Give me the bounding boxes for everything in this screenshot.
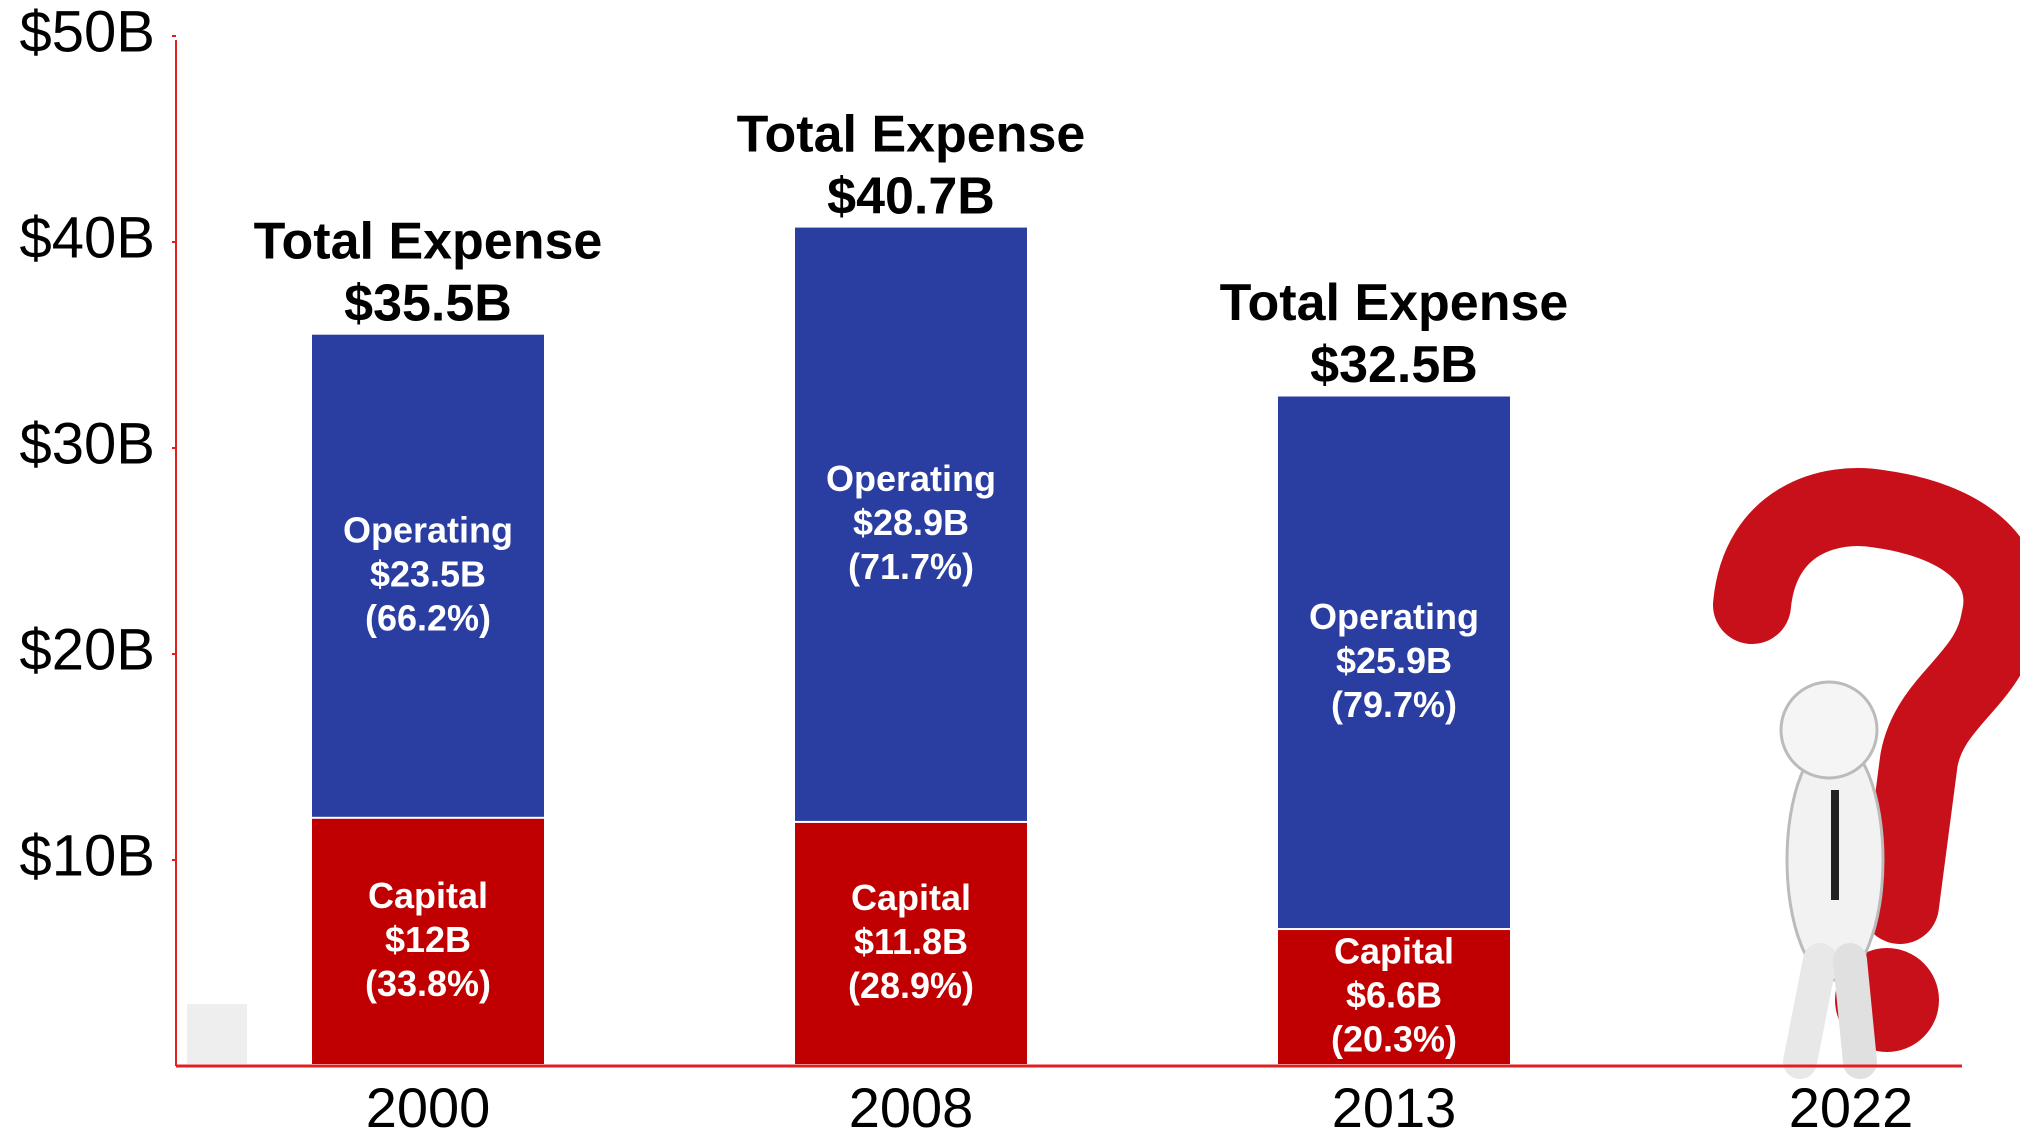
- data-label: $12B: [385, 919, 471, 960]
- segment-name: Operating: [826, 458, 996, 499]
- figure-head: [1779, 680, 1879, 780]
- y-tick-label: $30B: [20, 411, 155, 476]
- data-label: $6.6B: [1346, 975, 1442, 1016]
- data-label: $28.9B: [853, 502, 969, 543]
- segment-name: Operating: [343, 509, 513, 550]
- question-figure: [1713, 468, 2020, 1079]
- segment-name: Capital: [368, 875, 488, 916]
- total-label: $40.7B: [827, 167, 995, 225]
- data-label: $25.9B: [1336, 640, 1452, 681]
- bar-segment: [1278, 930, 1510, 1064]
- percent-label: (79.7%): [1331, 684, 1457, 725]
- data-label: $23.5B: [370, 553, 486, 594]
- bar-segment: [312, 334, 544, 817]
- x-tick-label: 2000: [366, 1076, 491, 1139]
- figure-leg: [1833, 943, 1877, 1079]
- total-label: $35.5B: [344, 274, 512, 332]
- y-tick-label: $40B: [20, 205, 155, 270]
- bar-segment: [1278, 396, 1510, 929]
- segment-name: Operating: [1309, 596, 1479, 637]
- bar-segment: [795, 822, 1027, 1064]
- percent-label: (66.2%): [365, 597, 491, 638]
- y-tick-label: $10B: [20, 823, 155, 888]
- question-mark-hook: [1713, 468, 2020, 944]
- figure-leg: [1783, 943, 1837, 1079]
- y-tick-label: $50B: [20, 0, 155, 64]
- x-tick-label: 2022: [1789, 1076, 1914, 1139]
- bar-segment: [312, 818, 544, 1064]
- percent-label: (33.8%): [365, 963, 491, 1004]
- segment-name: Capital: [1334, 931, 1454, 972]
- total-title: Total Expense: [1220, 274, 1569, 332]
- segment-name: Capital: [851, 877, 971, 918]
- bar-segment: [795, 227, 1027, 821]
- total-title: Total Expense: [737, 105, 1086, 163]
- x-tick-label: 2008: [849, 1076, 974, 1139]
- x-tick-label: 2013: [1332, 1076, 1457, 1139]
- total-title: Total Expense: [254, 212, 603, 270]
- total-label: $32.5B: [1310, 336, 1478, 394]
- data-label: $11.8B: [854, 921, 968, 962]
- percent-label: (28.9%): [848, 965, 974, 1006]
- percent-label: (71.7%): [848, 546, 974, 587]
- decoration-square: [187, 1004, 247, 1064]
- percent-label: (20.3%): [1331, 1019, 1457, 1060]
- y-tick-label: $20B: [20, 617, 155, 682]
